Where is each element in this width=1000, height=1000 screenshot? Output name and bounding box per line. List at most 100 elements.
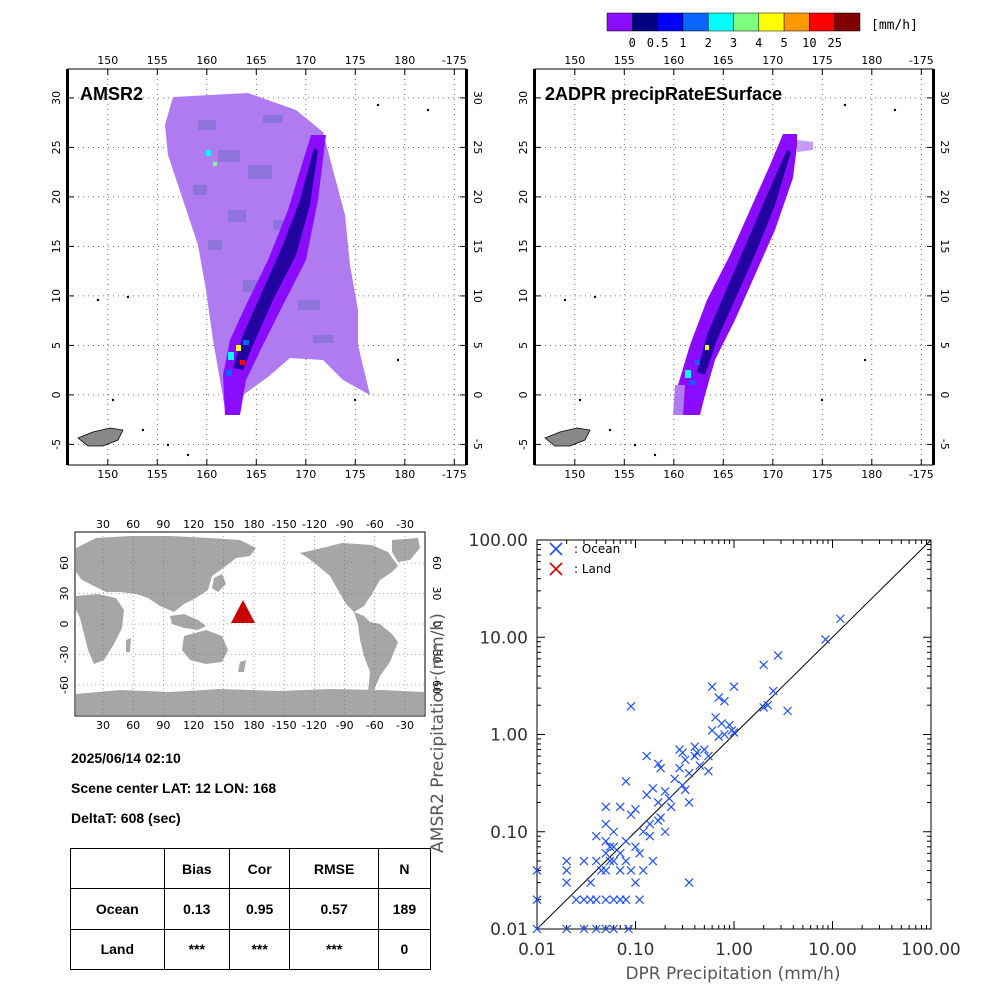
island-dot — [593, 295, 597, 299]
scatter-point-ocean — [621, 856, 631, 866]
scatter-x-tick-label: 100.00 — [901, 940, 960, 960]
scatter-point-ocean — [601, 802, 611, 812]
colorbar: 0 0.5 1 2 3 4 5 10 25 [mm/h] — [606, 12, 918, 50]
deltat-text: DeltaT: 608 (sec) — [71, 810, 181, 826]
scatter-x-tick-label: 1.00 — [715, 940, 753, 960]
amsr2-precip-cell — [208, 240, 222, 250]
scatter-point-ocean — [562, 878, 572, 888]
lon-tick-label: 160 — [196, 54, 217, 67]
scatter-point-ocean — [609, 827, 619, 837]
stats-header-cell: RMSE — [289, 847, 379, 890]
colorbar-cell — [758, 12, 785, 32]
world-lat-tick-label: 0 — [430, 621, 443, 628]
scatter-point-ocean — [783, 706, 793, 716]
scatter-point-ocean — [624, 924, 633, 934]
lon-tick-label: 170 — [295, 54, 316, 67]
amsr2-heavy-precip-cell — [236, 345, 241, 351]
world-lon-tick-label: 180 — [244, 719, 265, 732]
scatter-point-ocean — [648, 856, 658, 866]
amsr2-swath-core — [233, 148, 318, 370]
scatter-point-ocean — [621, 836, 631, 846]
scatter-point-ocean — [821, 634, 830, 644]
scatter-y-tick-label: 10.00 — [479, 628, 528, 648]
world-lon-tick-label: 90 — [156, 719, 170, 732]
lat-tick-label: 30 — [471, 91, 484, 105]
island-dot — [893, 108, 897, 112]
colorbar-tick-label: 10 — [802, 36, 816, 50]
legend-marker-land — [549, 562, 563, 576]
stats-header-cell: N — [377, 847, 432, 890]
amsr2-precip-cell — [218, 150, 240, 162]
scatter-x-tick-label: 0.10 — [617, 940, 655, 960]
lon-tick-label: 175 — [345, 54, 366, 67]
scatter-y-tick-label: 1.00 — [490, 726, 528, 746]
world-lon-tick-label: -120 — [302, 719, 327, 732]
scatter-point-ocean — [532, 924, 542, 934]
scatter-point-ocean — [653, 798, 663, 807]
lat-tick-label: -5 — [50, 439, 63, 450]
stats-cell: 0.57 — [289, 888, 379, 930]
scatter-point-ocean — [532, 866, 542, 875]
scatter-point-ocean — [695, 761, 705, 770]
scatter-point-ocean — [621, 895, 631, 905]
island-dot — [608, 428, 612, 432]
scatter-point-ocean — [773, 651, 783, 660]
scatter-point-ocean — [601, 895, 611, 905]
lat-tick-label: -5 — [471, 439, 484, 450]
colorbar-tick-label: 1 — [679, 36, 686, 50]
amsr2-precip-cell — [193, 185, 207, 195]
world-lon-tick-label: 30 — [96, 719, 110, 732]
stats-cell: *** — [228, 928, 291, 971]
lon-tick-label: 155 — [614, 54, 635, 67]
lon-tick-label: 175 — [812, 54, 833, 67]
one-to-one-line — [536, 539, 932, 930]
scatter-point-ocean — [763, 700, 773, 710]
scatter-point-ocean — [675, 763, 684, 773]
dpr-heavy-precip-cell — [690, 380, 695, 385]
scatter-point-ocean — [601, 848, 611, 858]
lon-tick-label: 170 — [295, 468, 316, 481]
scatter-point-ocean — [631, 878, 640, 888]
colorbar-cell — [632, 12, 658, 32]
dpr-light-precip-area — [797, 140, 813, 152]
datetime-text: 2025/06/14 02:10 — [71, 750, 181, 766]
scatter-x-tick-label: 0.01 — [518, 940, 556, 960]
world-lat-tick-label: 60 — [430, 556, 443, 570]
colorbar-cell — [834, 12, 861, 32]
dpr-panel-title: 2ADPR precipRateESurface — [545, 84, 782, 104]
lon-tick-label: 165 — [713, 54, 734, 67]
scatter-points — [532, 614, 845, 934]
scatter-point-ocean — [645, 819, 655, 829]
world-lon-tick-label: 150 — [213, 719, 234, 732]
world-lat-tick-label: 60 — [58, 556, 71, 570]
colorbar-tick-label: 3 — [730, 36, 737, 50]
amsr2-precip-cell — [228, 210, 246, 222]
scatter-point-ocean — [656, 813, 666, 822]
lon-tick-label: 175 — [812, 468, 833, 481]
lon-tick-label: 155 — [614, 468, 635, 481]
island-dot — [166, 443, 170, 447]
lat-tick-label: 10 — [471, 289, 484, 303]
colorbar-cell — [809, 12, 835, 32]
legend-label: : Land — [574, 562, 611, 576]
dpr-light-precip-area — [673, 385, 685, 415]
scatter-point-ocean — [666, 802, 676, 812]
scatter-point-ocean — [615, 866, 625, 875]
scatter-point-ocean — [591, 895, 601, 905]
dpr-heavy-precip-cell — [695, 360, 700, 365]
scatter-point-ocean — [835, 614, 845, 624]
scatter-point-ocean — [717, 718, 727, 728]
amsr2-heavy-precip-cell — [213, 162, 217, 166]
world-lon-tick-label: -90 — [336, 518, 354, 531]
lon-tick-label: 160 — [663, 54, 684, 67]
map-border-bar — [533, 69, 536, 465]
land-coastline — [77, 427, 124, 447]
scatter-point-ocean — [631, 804, 640, 814]
scatter-y-axis-label: AMSR2 Precipitation (mm/h) — [428, 613, 448, 853]
legend-label: : Ocean — [574, 542, 620, 556]
scatter-point-ocean — [768, 686, 778, 696]
scatter-point-ocean — [601, 819, 611, 829]
statistics-table: Bias Cor RMSE N Ocean 0.13 0.95 0.57 189… — [70, 847, 432, 971]
scene-center-triangle-marker — [231, 600, 255, 623]
